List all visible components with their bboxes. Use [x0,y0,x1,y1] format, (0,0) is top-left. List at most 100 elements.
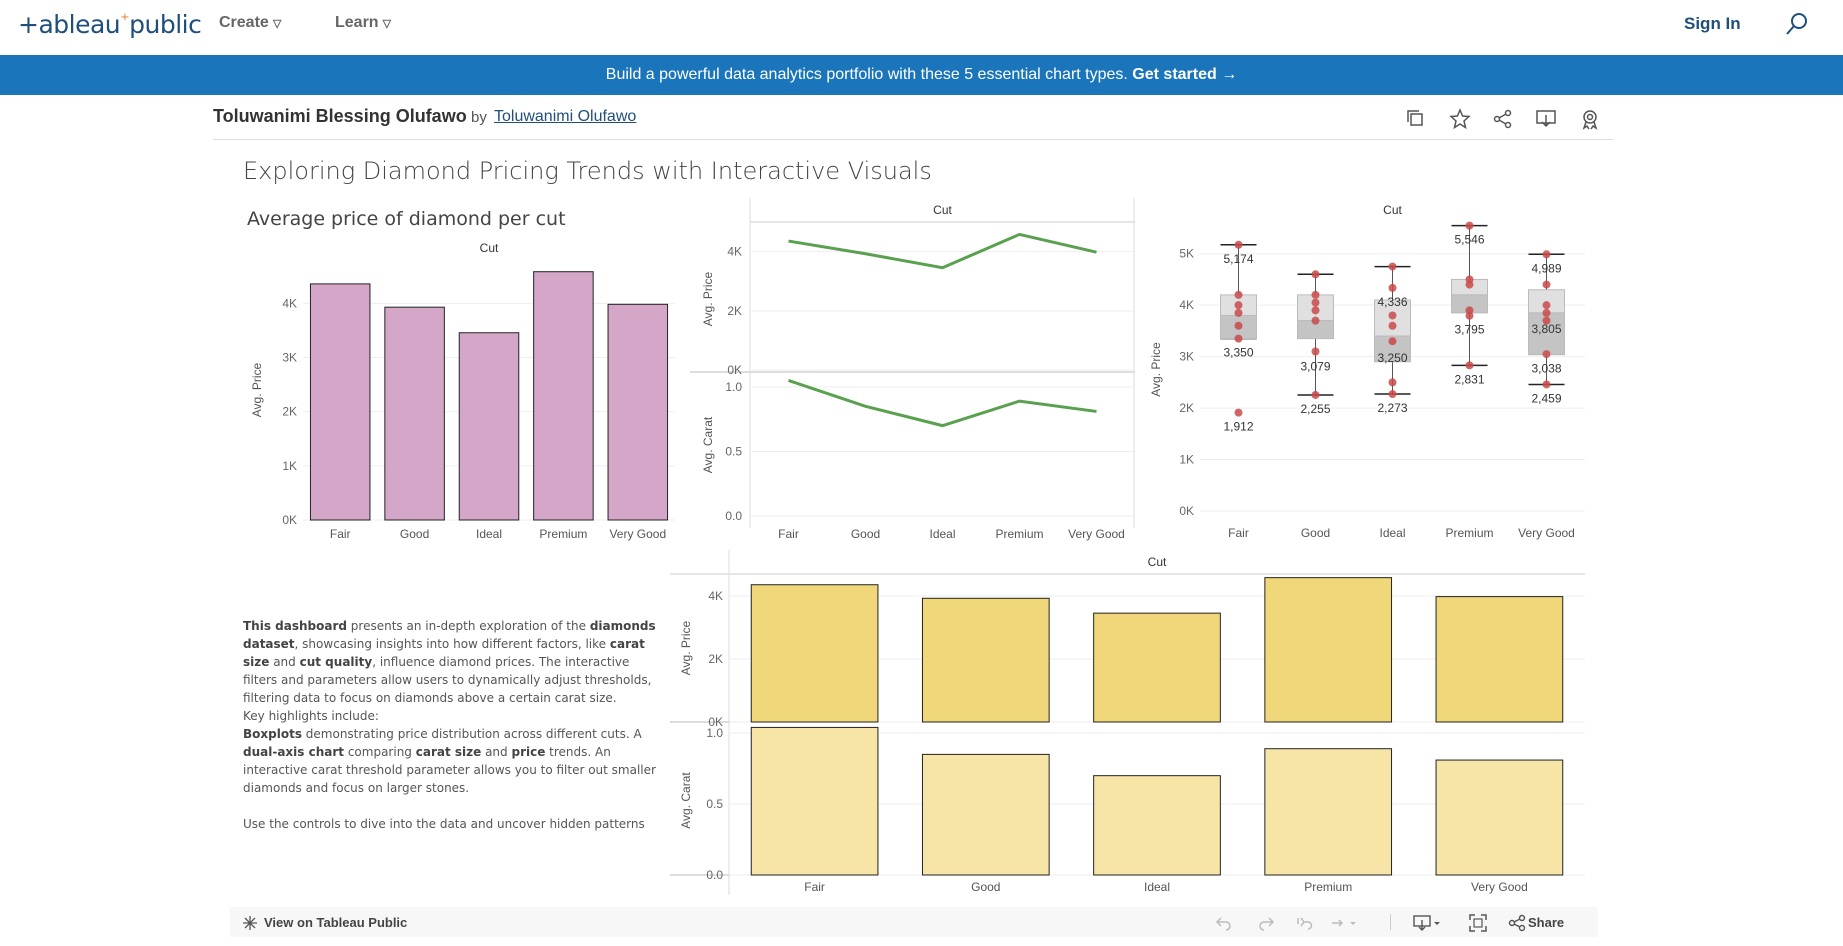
bar [1264,748,1393,876]
data-point [1388,262,1397,271]
data-point [1542,280,1551,289]
revert-icon[interactable] [1295,915,1313,931]
value-label: 4,336 [1377,295,1407,309]
y-tick-label: 2K [282,405,297,419]
value-label: 3,250 [1377,351,1407,365]
series-line [788,232,1097,270]
desc-paragraph-3: Boxplots demonstrating price distributio… [243,727,656,795]
data-point [1542,301,1551,310]
chevron-down-icon: ▽ [382,18,392,30]
y-tick-label: 1.0 [706,726,723,740]
value-label: 2,459 [1531,391,1561,405]
undo-icon[interactable] [1215,915,1233,931]
download-dropdown-icon[interactable] [1413,914,1443,932]
bar [533,271,594,521]
x-tick-label: Premium [995,527,1043,541]
view-on-tableau-public-link[interactable]: View on Tableau Public [264,915,408,930]
data-point [1388,283,1397,292]
data-point [1388,390,1397,399]
data-point [1234,321,1243,330]
value-label: 1,912 [1223,420,1253,434]
dual-axis-bar-chart[interactable]: Cut 0K 2K 4K Avg. Price 0.0 0.5 1.0 Avg. Carat Fa… [670,550,1590,900]
y-axis-label: Avg. Carat [679,772,693,829]
bar [1093,775,1221,876]
dashboard-title: Exploring Diamond Pricing Trends with In… [243,157,932,185]
workbook-title: Toluwanimi Blessing Olufawo [213,106,467,126]
create-menu[interactable]: Create ▽ [219,14,281,32]
promo-banner[interactable]: Build a powerful data analytics portfoli… [0,55,1843,95]
download-icon[interactable] [1535,108,1557,130]
x-tick-label: Ideal [1379,526,1405,540]
search-icon[interactable] [1785,12,1809,36]
y-tick-label: 1.0 [725,380,742,394]
bar [921,597,1050,723]
fullscreen-icon[interactable] [1469,914,1487,932]
sign-in-link[interactable]: Sign In [1684,14,1741,33]
share-button[interactable]: Share [1528,915,1565,930]
chart-header-label: Cut [1148,555,1167,569]
y-tick-label: 0K [1179,504,1194,518]
data-point [1542,316,1551,325]
x-tick-label: Premium [1445,526,1493,540]
value-label: 4,989 [1531,261,1561,275]
avg-price-per-cut-bar-chart[interactable]: Cut 0K 1K 2K 3K 4K Fair Good Ideal Premium Very Go… [243,240,683,545]
y-tick-label: 0.5 [706,797,723,811]
copy-icon[interactable] [1405,108,1427,130]
data-point [1234,308,1243,317]
y-tick-label: 3K [282,351,297,365]
data-point [1234,408,1243,417]
y-axis-label: Avg. Carat [701,416,715,473]
redo-icon[interactable] [1257,915,1275,931]
tableau-public-logo[interactable]: +ableau⁺public [18,10,202,39]
author-link[interactable]: Toluwanimi Olufawo [494,108,637,125]
value-label: 5,546 [1454,233,1484,247]
value-label: 2,255 [1300,402,1330,416]
y-tick-label: 0.5 [725,444,742,458]
refresh-dropdown-icon[interactable] [1330,915,1358,931]
chart-header-label: Cut [1383,203,1402,217]
award-icon[interactable] [1579,108,1601,130]
data-point [1234,334,1243,343]
desc-paragraph-4: Use the controls to dive into the data a… [243,817,645,831]
bar [458,332,520,521]
data-point [1542,380,1551,389]
data-point [1311,270,1320,279]
dual-axis-line-chart[interactable]: Cut 0K 2K 4K Avg. Price 0.0 0.5 1.0 Avg. Carat Fa… [690,198,1135,545]
banner-cta[interactable]: Get started → [1132,66,1238,83]
data-point [1542,350,1551,359]
data-point [1311,316,1320,325]
x-tick-label: Fair [778,527,799,541]
y-tick-label: 1K [282,459,297,473]
series-line [788,379,1097,428]
price-boxplot-chart[interactable]: Cut 0K 1K 2K 3K 4K 5K 5,174 3,350 1,912 Fair 3,079 2… [1140,198,1595,545]
x-tick-label: Good [1301,526,1330,540]
x-tick-label: Premium [1304,880,1352,894]
data-point [1311,390,1320,399]
data-point [1388,311,1397,320]
value-label: 3,350 [1223,346,1253,360]
data-point [1465,361,1474,370]
y-tick-label: 5K [1179,247,1194,261]
share-icon[interactable] [1492,108,1514,130]
data-point [1234,301,1243,310]
desc-spacer [243,797,663,815]
bar [1435,596,1564,723]
value-label: 3,805 [1531,322,1561,336]
y-tick-label: 0K [708,715,723,729]
value-label: 3,795 [1454,323,1484,337]
bar [1435,759,1564,876]
data-point [1542,250,1551,259]
chart-header-label: Cut [480,241,499,255]
create-label: Create [219,14,269,31]
x-tick-label: Premium [539,527,587,541]
learn-menu[interactable]: Learn ▽ [335,14,391,32]
value-label: 3,038 [1531,362,1561,376]
y-tick-label: 0K [727,363,742,377]
bar [1093,612,1221,723]
y-tick-label: 4K [708,589,723,603]
share-icon[interactable] [1508,914,1526,932]
bar [309,283,371,521]
favorite-star-icon[interactable] [1449,108,1471,130]
viz-toolbar: View on Tableau Public Share [230,907,1598,937]
banner-text: Build a powerful data analytics portfoli… [605,66,1128,83]
